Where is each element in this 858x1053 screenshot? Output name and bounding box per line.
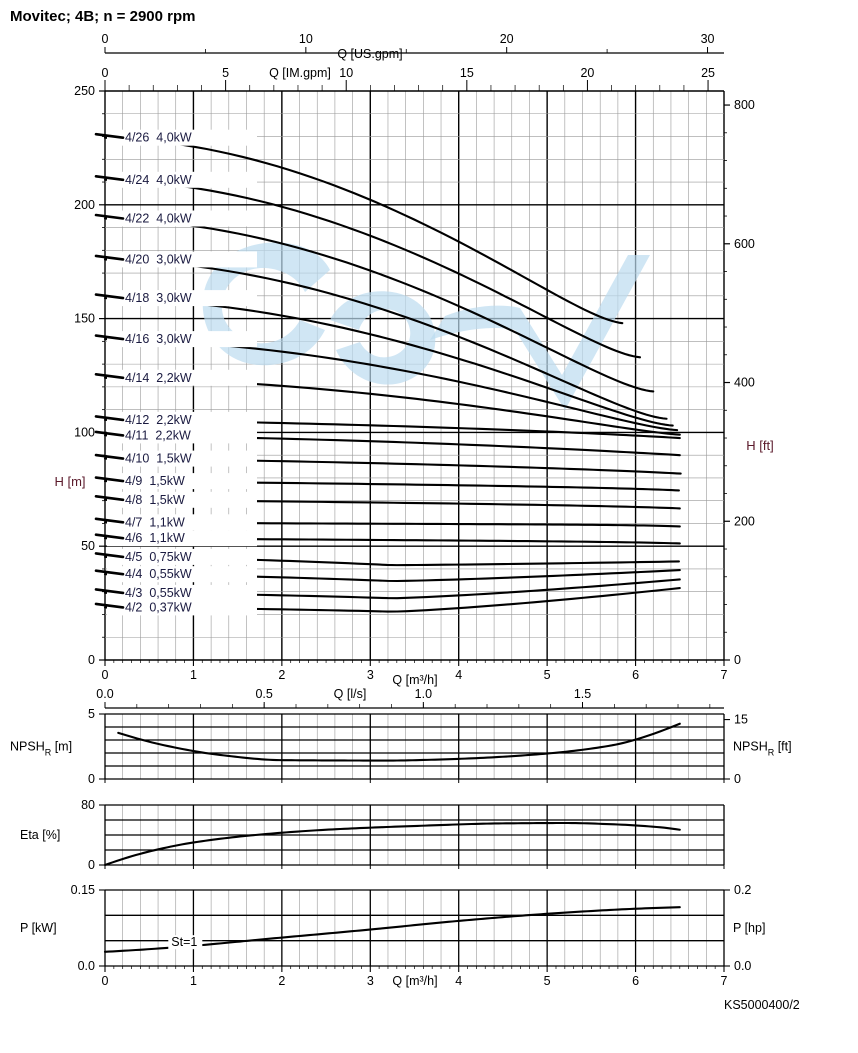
- svg-text:30: 30: [701, 32, 715, 46]
- svg-text:0.0: 0.0: [734, 959, 751, 973]
- svg-text:0: 0: [102, 668, 109, 682]
- svg-text:KS5000400/2: KS5000400/2: [724, 998, 800, 1012]
- svg-text:4/18 3,0kW: 4/18 3,0kW: [125, 291, 192, 305]
- svg-text:Eta [%]: Eta [%]: [20, 828, 60, 842]
- svg-text:4/8 1,5kW: 4/8 1,5kW: [125, 493, 185, 507]
- svg-text:2: 2: [278, 974, 285, 988]
- svg-text:0: 0: [102, 66, 109, 80]
- svg-text:250: 250: [74, 84, 95, 98]
- svg-text:4/16 3,0kW: 4/16 3,0kW: [125, 332, 192, 346]
- svg-text:4/26 4,0kW: 4/26 4,0kW: [125, 131, 192, 145]
- svg-text:0: 0: [734, 772, 741, 786]
- svg-text:0: 0: [102, 974, 109, 988]
- svg-text:7: 7: [721, 668, 728, 682]
- svg-text:Q [m³/h]: Q [m³/h]: [392, 974, 437, 988]
- svg-text:3: 3: [367, 974, 374, 988]
- svg-text:10: 10: [299, 32, 313, 46]
- svg-text:P [kW]: P [kW]: [20, 921, 57, 935]
- svg-text:P [hp]: P [hp]: [733, 921, 765, 935]
- svg-text:NPSHR [m]: NPSHR [m]: [10, 740, 72, 758]
- svg-text:15: 15: [460, 66, 474, 80]
- svg-text:0.0: 0.0: [96, 687, 113, 701]
- svg-text:Q [US.gpm]: Q [US.gpm]: [337, 47, 402, 61]
- svg-text:4: 4: [455, 974, 462, 988]
- svg-text:H [m]: H [m]: [54, 474, 85, 489]
- svg-text:4/2 0,37kW: 4/2 0,37kW: [125, 600, 192, 614]
- svg-text:200: 200: [74, 198, 95, 212]
- svg-text:2: 2: [278, 668, 285, 682]
- svg-text:4/4 0,55kW: 4/4 0,55kW: [125, 567, 192, 581]
- svg-text:0: 0: [88, 772, 95, 786]
- svg-text:NPSHR [ft]: NPSHR [ft]: [733, 740, 792, 758]
- svg-text:H [ft]: H [ft]: [746, 438, 773, 453]
- svg-text:0.15: 0.15: [71, 883, 95, 897]
- svg-text:4/22 4,0kW: 4/22 4,0kW: [125, 212, 192, 226]
- svg-text:0: 0: [88, 653, 95, 667]
- svg-text:50: 50: [81, 539, 95, 553]
- svg-text:4/11 2,2kW: 4/11 2,2kW: [125, 428, 191, 442]
- svg-text:Q [m³/h]: Q [m³/h]: [392, 673, 437, 687]
- svg-text:0.5: 0.5: [255, 687, 272, 701]
- svg-text:200: 200: [734, 514, 755, 528]
- svg-text:800: 800: [734, 98, 755, 112]
- svg-text:Q [IM.gpm]: Q [IM.gpm]: [269, 66, 331, 80]
- svg-text:St=1: St=1: [171, 935, 197, 949]
- svg-text:4/10 1,5kW: 4/10 1,5kW: [125, 452, 192, 466]
- svg-text:1.5: 1.5: [574, 687, 591, 701]
- svg-text:20: 20: [580, 66, 594, 80]
- svg-text:0: 0: [88, 858, 95, 872]
- svg-text:4/14 2,2kW: 4/14 2,2kW: [125, 371, 192, 385]
- svg-text:20: 20: [500, 32, 514, 46]
- svg-text:80: 80: [81, 798, 95, 812]
- svg-text:Q [l/s]: Q [l/s]: [334, 687, 367, 701]
- svg-text:100: 100: [74, 425, 95, 439]
- svg-text:0.2: 0.2: [734, 883, 751, 897]
- svg-text:6: 6: [632, 974, 639, 988]
- svg-text:7: 7: [721, 974, 728, 988]
- svg-text:400: 400: [734, 376, 755, 390]
- svg-text:5: 5: [544, 668, 551, 682]
- svg-text:4/12 2,2kW: 4/12 2,2kW: [125, 413, 192, 427]
- svg-text:25: 25: [701, 66, 715, 80]
- svg-text:3: 3: [367, 668, 374, 682]
- svg-text:6: 6: [632, 668, 639, 682]
- svg-text:1.0: 1.0: [415, 687, 432, 701]
- svg-text:0: 0: [734, 653, 741, 667]
- svg-text:0.0: 0.0: [78, 959, 95, 973]
- svg-text:4/3 0,55kW: 4/3 0,55kW: [125, 586, 192, 600]
- svg-text:10: 10: [339, 66, 353, 80]
- svg-text:0: 0: [102, 32, 109, 46]
- svg-text:4/24 4,0kW: 4/24 4,0kW: [125, 173, 192, 187]
- svg-text:4/20 3,0kW: 4/20 3,0kW: [125, 252, 192, 266]
- svg-text:5: 5: [88, 707, 95, 721]
- svg-text:4/9 1,5kW: 4/9 1,5kW: [125, 474, 185, 488]
- svg-text:4/5 0,75kW: 4/5 0,75kW: [125, 550, 192, 564]
- svg-text:600: 600: [734, 237, 755, 251]
- svg-text:1: 1: [190, 974, 197, 988]
- svg-text:5: 5: [544, 974, 551, 988]
- svg-text:4/7 1,1kW: 4/7 1,1kW: [125, 515, 185, 529]
- svg-text:150: 150: [74, 312, 95, 326]
- svg-text:4: 4: [455, 668, 462, 682]
- svg-text:5: 5: [222, 66, 229, 80]
- svg-text:4/6 1,1kW: 4/6 1,1kW: [125, 531, 185, 545]
- svg-text:15: 15: [734, 713, 748, 727]
- svg-text:1: 1: [190, 668, 197, 682]
